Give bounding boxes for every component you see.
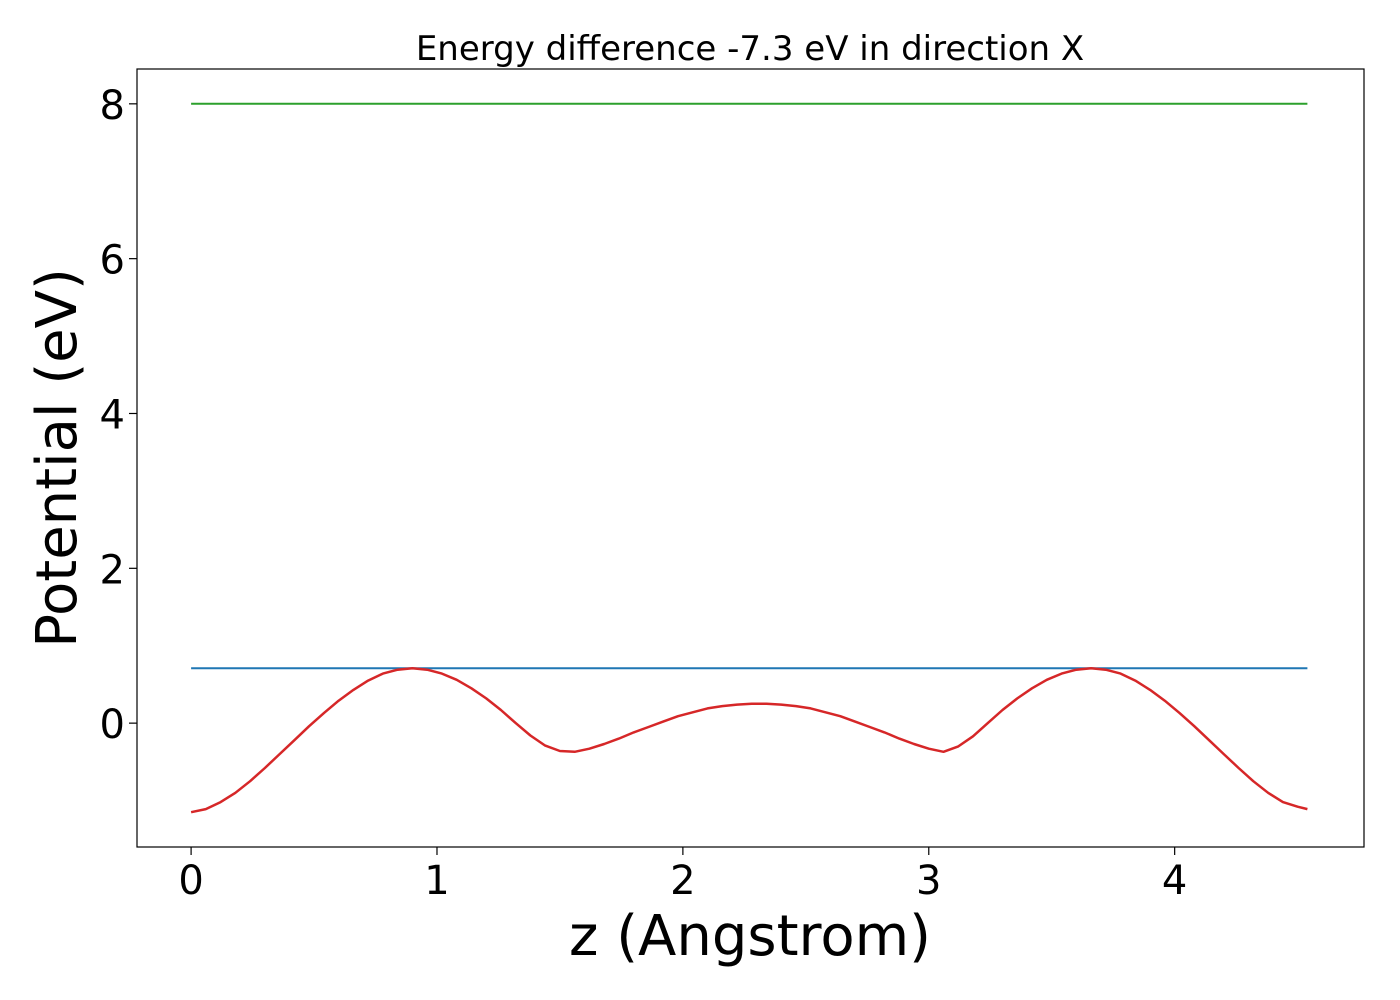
chart-title: Energy difference -7.3 eV in direction X [416,29,1084,69]
y-tick-label: 8 [100,83,125,129]
y-tick-label: 4 [100,392,125,438]
y-tick-label: 2 [100,547,125,593]
x-tick-label: 4 [1162,858,1187,904]
y-tick-label: 6 [100,238,125,284]
y-axis-label: Potential (eV) [25,268,90,648]
x-axis-label: z (Angstrom) [569,904,931,969]
x-tick-label: 2 [670,858,695,904]
x-tick-label: 1 [424,858,449,904]
x-tick-label: 3 [916,858,941,904]
y-axis-ticks: 0 2 4 6 8 [100,83,137,748]
y-tick-label: 0 [100,702,125,748]
series-line-2 [190,666,1308,814]
x-axis-ticks: 0 1 2 3 4 [178,847,1187,904]
plot-frame [136,68,1365,848]
series-group [190,102,1308,814]
x-tick-label: 0 [178,858,203,904]
